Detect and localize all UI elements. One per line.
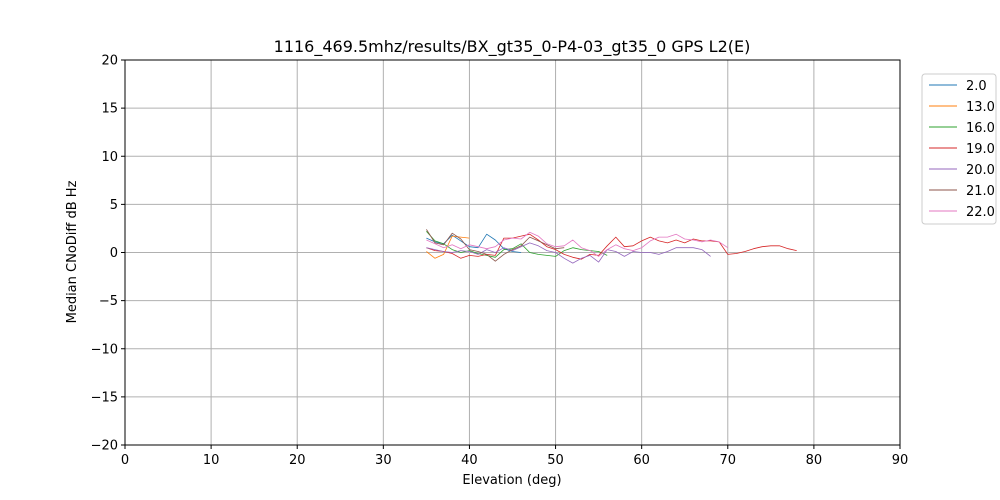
legend-entry-label: 16.0: [966, 121, 995, 136]
legend-entry-label: 22.0: [966, 205, 995, 220]
x-tick-label: 10: [203, 453, 220, 468]
legend-entry-label: 2.0: [966, 79, 987, 94]
x-tick-label: 0: [121, 453, 129, 468]
x-tick-label: 50: [547, 453, 564, 468]
y-tick-label: −10: [91, 342, 118, 357]
legend-entry-label: 20.0: [966, 163, 995, 178]
series-line-16-0: [426, 231, 608, 258]
legend-box: [921, 73, 997, 225]
y-axis-label: Median CNoDiff dB Hz: [65, 180, 80, 323]
x-tick-label: 60: [633, 453, 650, 468]
y-tick-label: −20: [91, 439, 118, 454]
x-axis-label: Elevation (deg): [462, 473, 561, 488]
y-tick-label: −5: [99, 294, 118, 309]
legend-entry-label: 13.0: [966, 100, 995, 115]
x-tick-label: 30: [375, 453, 392, 468]
series-layer: [426, 229, 797, 264]
legend-entry-label: 21.0: [966, 184, 995, 199]
y-tick-label: 20: [101, 54, 118, 69]
x-tick-label: 90: [892, 453, 909, 468]
chart-title: 1116_469.5mhz/results/BX_gt35_0-P4-03_gt…: [274, 37, 751, 57]
x-tick-label: 20: [289, 453, 306, 468]
series-line-21-0: [426, 229, 565, 262]
y-tick-label: 0: [110, 246, 118, 261]
x-tick-label: 40: [461, 453, 478, 468]
series-line-13-0: [426, 235, 470, 259]
y-axis: −20 −15 −10 −5 0 5 10 15 20: [91, 54, 125, 454]
y-tick-label: −15: [91, 390, 118, 405]
series-line-22-0: [426, 231, 729, 257]
y-tick-label: 5: [110, 198, 118, 213]
series-line-19-0: [426, 233, 797, 260]
x-axis: 0 10 20 30 40 50 60 70 80 90: [121, 445, 908, 468]
series-line-20-0: [426, 242, 711, 264]
x-tick-label: 70: [720, 453, 737, 468]
legend: 2.0 13.0 16.0 19.0 20.0 21.0 22.0: [921, 73, 997, 225]
x-tick-label: 80: [806, 453, 823, 468]
y-tick-label: 15: [101, 102, 118, 117]
y-tick-label: 10: [101, 150, 118, 165]
legend-entry-label: 19.0: [966, 142, 995, 157]
